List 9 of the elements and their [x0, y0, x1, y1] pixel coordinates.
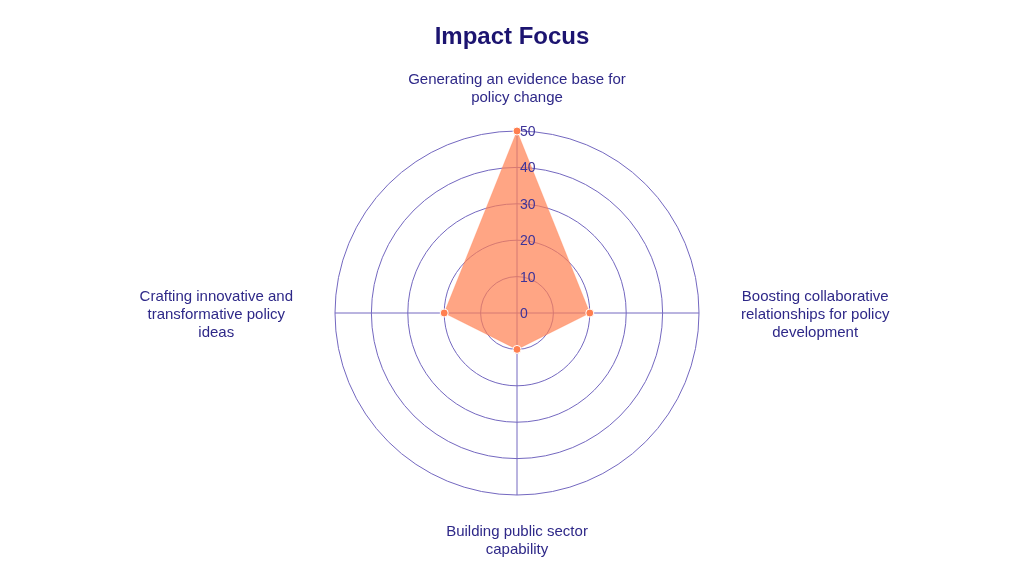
spoke-label: Boosting collaborative relationships for policy development — [741, 286, 890, 340]
y-tick-label: 30 — [520, 195, 536, 212]
y-tick-label: 10 — [520, 268, 536, 285]
y-tick-label: 20 — [520, 232, 536, 249]
spoke-label: Generating an evidence base for policy change — [408, 69, 626, 105]
y-tick-label: 0 — [520, 305, 528, 321]
chart-title: Impact Focus — [434, 21, 590, 49]
spoke-label: Building public sector capability — [446, 521, 588, 557]
spoke-label: Crafting innovative and transformative policy ideas — [139, 286, 293, 340]
